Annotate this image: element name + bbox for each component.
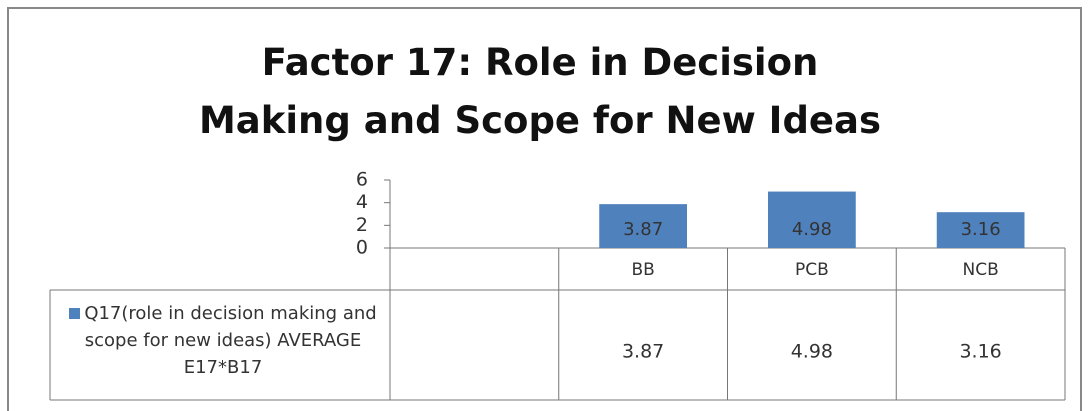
bar xyxy=(768,191,856,248)
y-tick-label: 0 xyxy=(356,237,368,259)
bar xyxy=(936,212,1025,248)
table-value: 3.16 xyxy=(959,341,1001,363)
table-value: 3.87 xyxy=(622,341,664,363)
chart-title: Factor 17: Role in Decision Making and S… xyxy=(198,41,882,142)
bar xyxy=(599,204,687,248)
data-label: 3.87 xyxy=(623,219,663,240)
legend-label: Q17(role in decision making and scope fo… xyxy=(84,303,377,378)
legend-entry: Q17(role in decision making and scope fo… xyxy=(60,300,386,381)
data-label: 4.98 xyxy=(792,219,832,240)
legend-key xyxy=(69,308,81,319)
y-tick-label: 4 xyxy=(356,191,368,213)
x-tick-label: BB xyxy=(631,260,654,280)
data-label: 3.16 xyxy=(961,219,1001,240)
y-tick-label: 6 xyxy=(356,169,368,191)
chart-border xyxy=(7,7,1082,411)
x-tick-label: NCB xyxy=(963,260,999,280)
table-value: 4.98 xyxy=(791,341,833,363)
y-tick-label: 2 xyxy=(356,214,368,236)
x-tick-label: PCB xyxy=(795,260,829,280)
